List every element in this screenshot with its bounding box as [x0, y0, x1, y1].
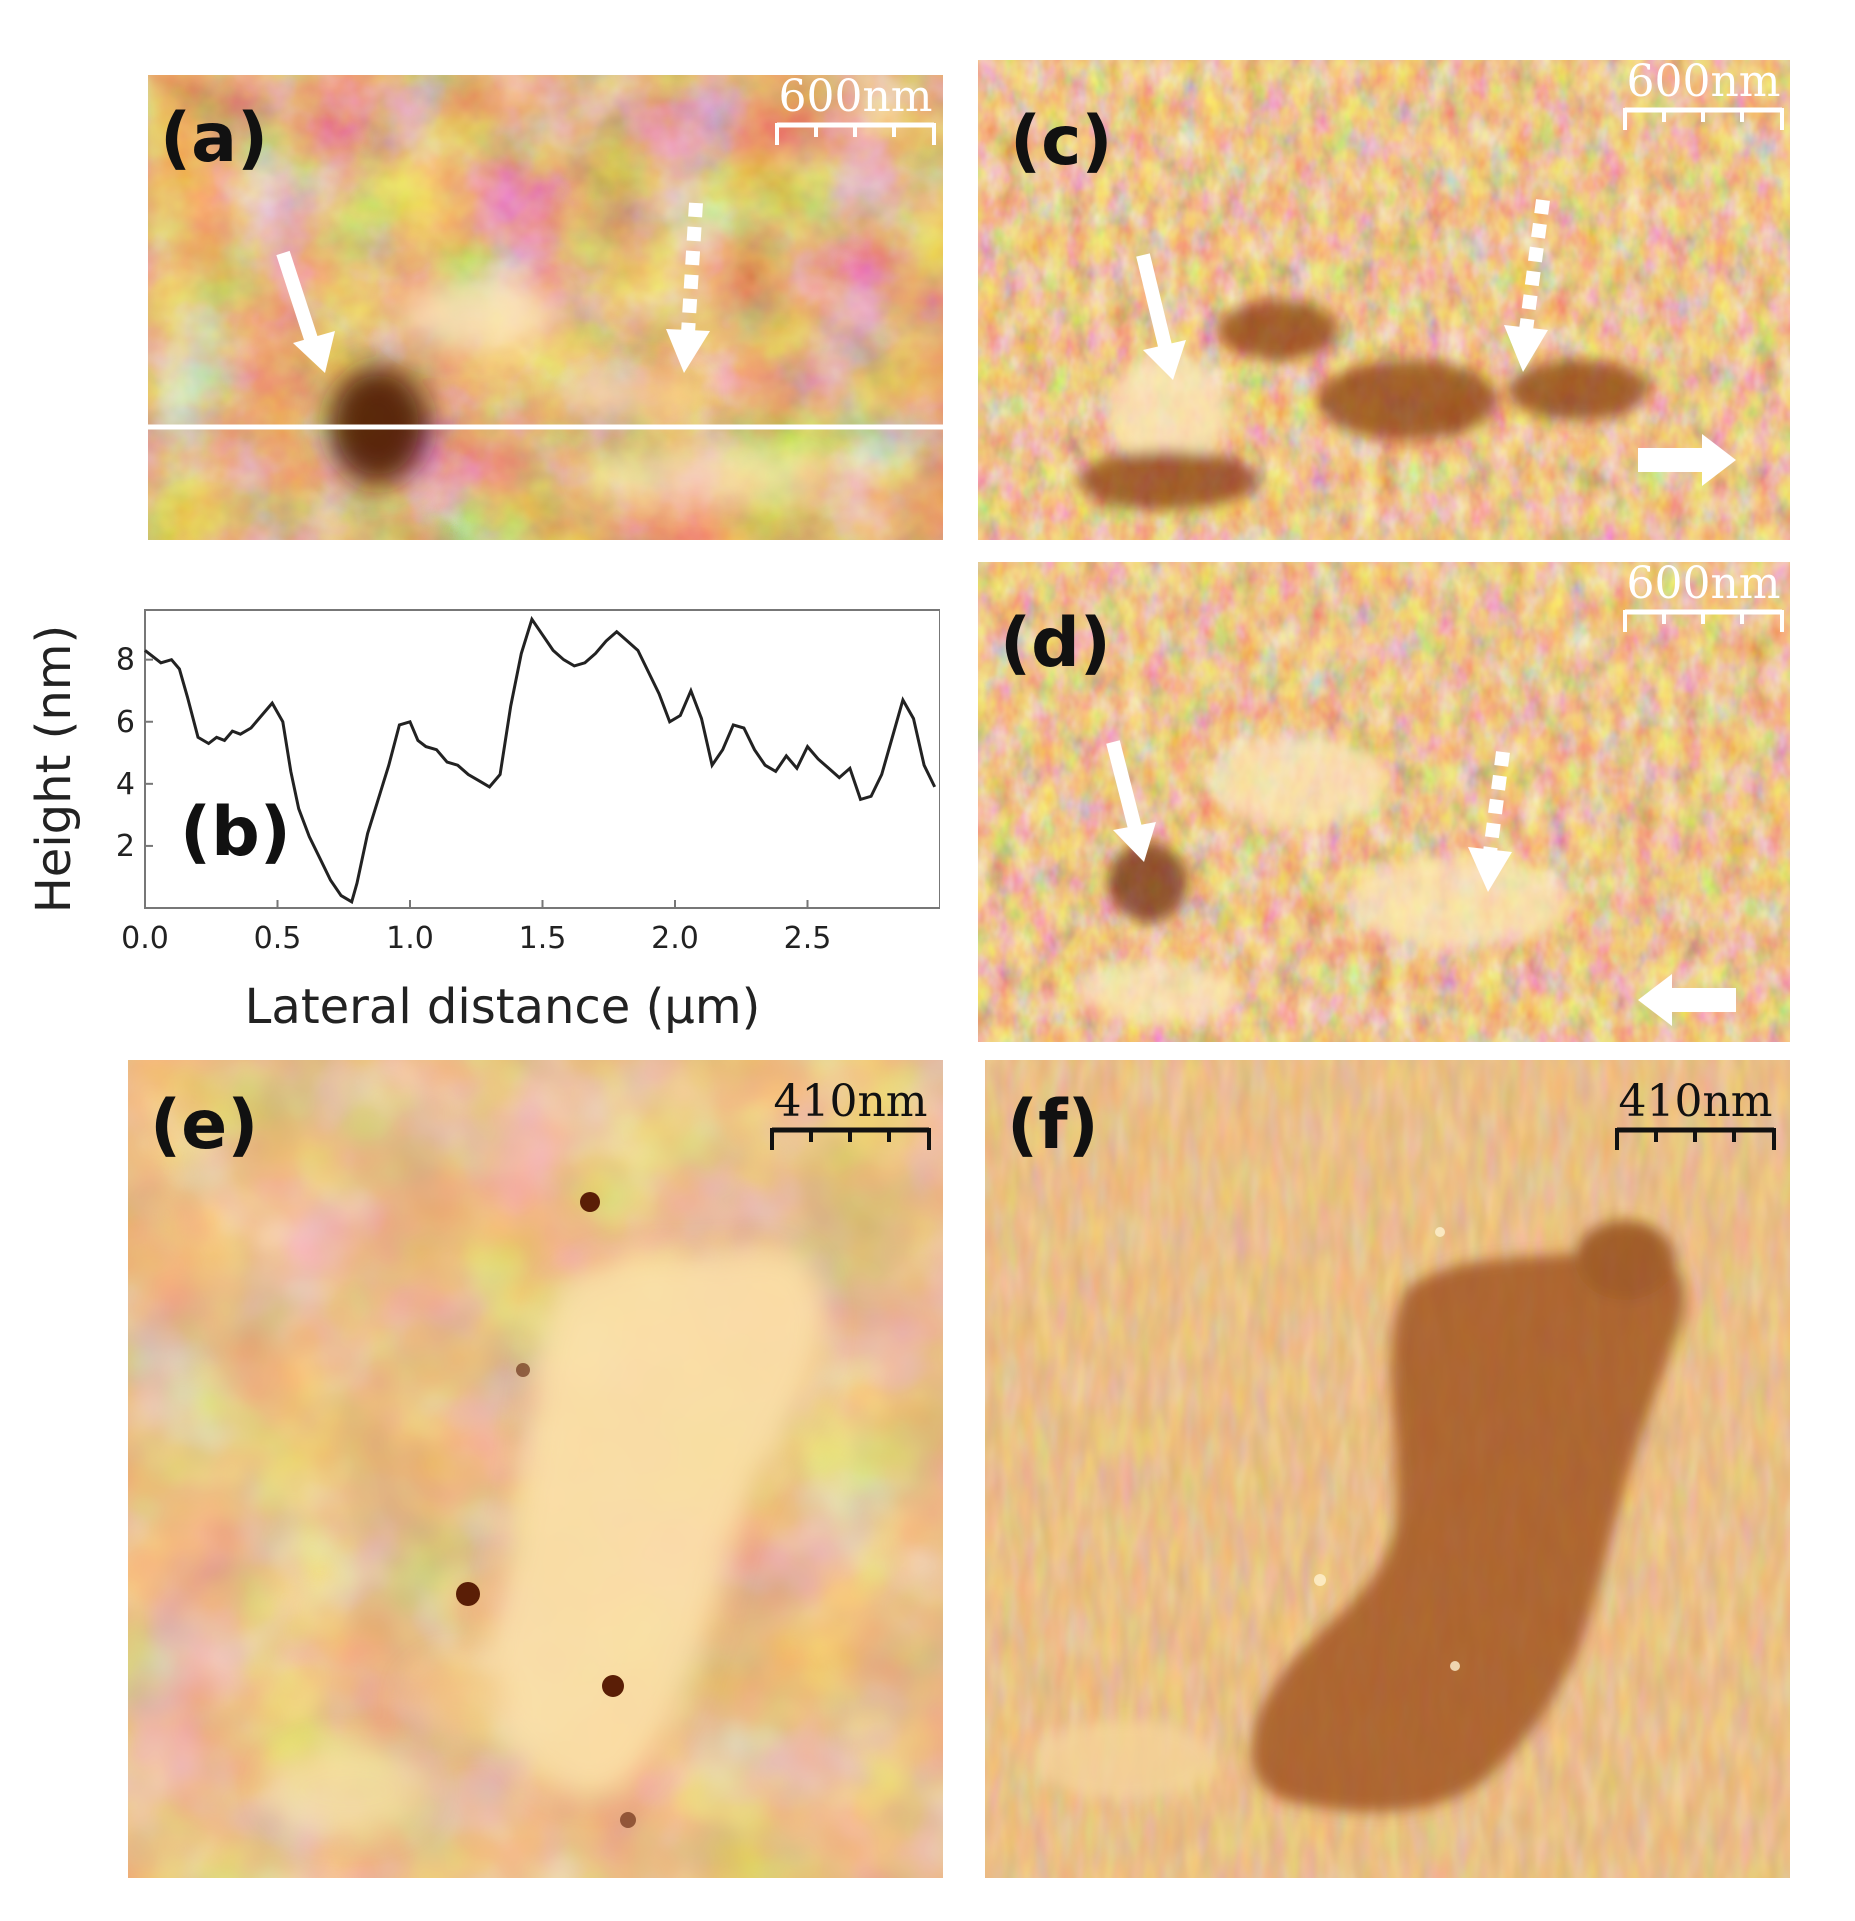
y-tick-label: 8 — [116, 643, 135, 678]
scale-bar-label: 410nm — [1618, 1076, 1773, 1127]
panel-label: (e) — [150, 1086, 259, 1165]
scale-bar: 410nm — [1613, 1080, 1778, 1154]
pits — [456, 1192, 636, 1828]
panel-f-phase-image: (f) 410nm — [985, 1060, 1790, 1878]
scale-bar-label: 600nm — [778, 75, 933, 122]
panel-b-height-profile-plot: 0.0 0.5 1.0 1.5 2.0 2.5 2 4 6 8 (b) Lateral dist… — [26, 609, 940, 1035]
scale-bar-ruler — [1615, 1127, 1776, 1150]
panel-label: (d) — [1000, 604, 1111, 683]
dashed-arrow — [1504, 199, 1550, 372]
afm-texture — [128, 1060, 943, 1878]
y-axis-ticks: 2 4 6 8 — [116, 643, 153, 864]
solid-arrow — [276, 250, 335, 373]
solid-arrow — [1136, 253, 1186, 380]
scan-direction-arrow-left — [1638, 974, 1736, 1026]
panel-label: (c) — [1010, 102, 1113, 181]
scale-bar: 410nm — [768, 1080, 933, 1154]
scale-bar-ruler — [775, 122, 936, 145]
scan-direction-arrow-right — [1638, 434, 1736, 486]
dashed-arrow — [666, 202, 710, 373]
x-tick-label: 2.5 — [784, 921, 832, 956]
dashed-arrow — [1468, 751, 1512, 892]
afm-texture — [978, 60, 1790, 540]
panel-d-phase-image: (d) 600nm — [978, 562, 1790, 1042]
panel-a-height-image: (a) 600nm — [148, 75, 943, 540]
afm-texture — [985, 1060, 1790, 1878]
y-axis-label: Height (nm) — [26, 625, 82, 914]
scale-bar-label: 410nm — [773, 1076, 928, 1127]
scale-bar-ruler — [770, 1127, 931, 1150]
scale-bar: 600nm — [1621, 562, 1786, 636]
scale-bar: 600nm — [1621, 60, 1786, 134]
height-profile-line — [144, 615, 937, 905]
y-tick-label: 6 — [116, 705, 135, 740]
panel-e-height-image: (e) 410nm — [128, 1060, 943, 1878]
scale-bar: 600nm — [773, 75, 938, 149]
y-tick-label: 2 — [116, 829, 135, 864]
x-axis-label: Lateral distance (μm) — [245, 979, 761, 1035]
panel-label: (b) — [180, 793, 291, 872]
scale-bar-ruler — [1623, 107, 1784, 130]
y-tick-label: 4 — [116, 767, 135, 802]
panel-label: (a) — [160, 99, 269, 178]
x-tick-label: 0.5 — [254, 921, 302, 956]
scale-bar-label: 600nm — [1626, 562, 1781, 609]
afm-texture — [148, 75, 943, 540]
x-tick-label: 2.0 — [651, 921, 699, 956]
x-tick-label: 1.5 — [519, 921, 567, 956]
scale-bar-label: 600nm — [1626, 60, 1781, 107]
x-axis-ticks: 0.0 0.5 1.0 1.5 2.0 2.5 — [121, 900, 831, 956]
bright-specks — [1314, 1227, 1460, 1671]
afm-texture — [978, 562, 1790, 1042]
x-tick-label: 0.0 — [121, 921, 169, 956]
scale-bar-ruler — [1623, 609, 1784, 632]
x-tick-label: 1.0 — [386, 921, 434, 956]
panel-label: (f) — [1007, 1086, 1099, 1165]
panel-c-phase-image: (c) 600nm — [978, 60, 1790, 540]
solid-arrow — [1106, 740, 1156, 862]
